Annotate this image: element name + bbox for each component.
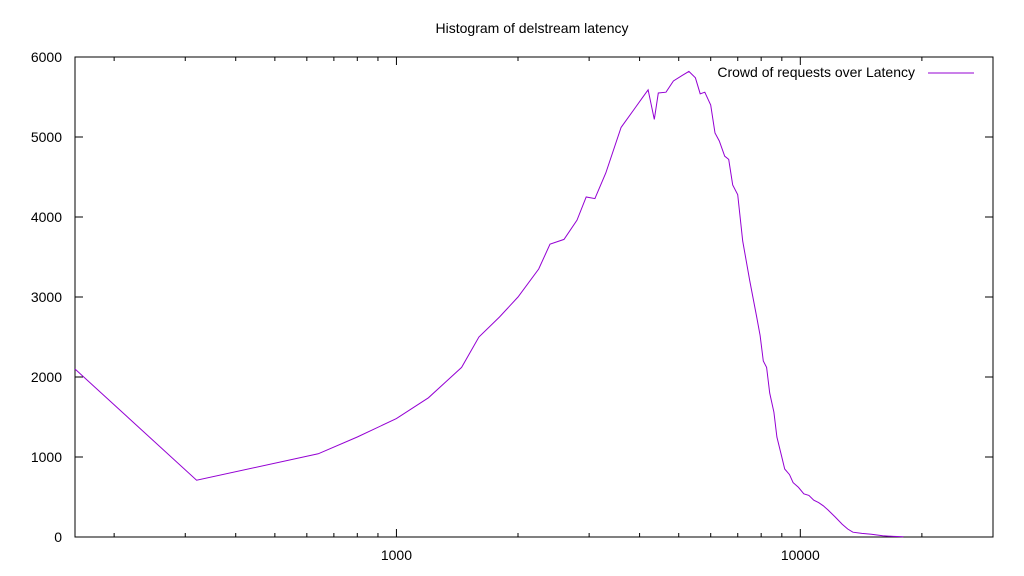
- y-tick-label: 3000: [31, 289, 62, 305]
- y-tick-label: 5000: [31, 129, 62, 145]
- chart-title: Histogram of delstream latency: [436, 20, 629, 36]
- y-tick-label: 4000: [31, 209, 62, 225]
- plot-frame: [74, 56, 994, 538]
- x-axis-ticks: 1000 10000: [113, 57, 994, 563]
- y-tick-label: 1000: [31, 449, 62, 465]
- series-line: [74, 70, 904, 538]
- legend-label: Crowd of requests over Latency: [717, 64, 915, 80]
- x-tick-label: 1000: [381, 547, 412, 563]
- y-tick-label: 2000: [31, 369, 62, 385]
- y-tick-label: 0: [54, 529, 62, 545]
- axes: [74, 56, 994, 538]
- series-layer: [74, 70, 904, 538]
- y-tick-label: 6000: [31, 49, 62, 65]
- x-tick-label: 10000: [781, 547, 820, 563]
- legend: Crowd of requests over Latency: [717, 64, 974, 80]
- y-axis-ticks: 0 1000 2000 3000 4000 5000 6000: [31, 49, 993, 545]
